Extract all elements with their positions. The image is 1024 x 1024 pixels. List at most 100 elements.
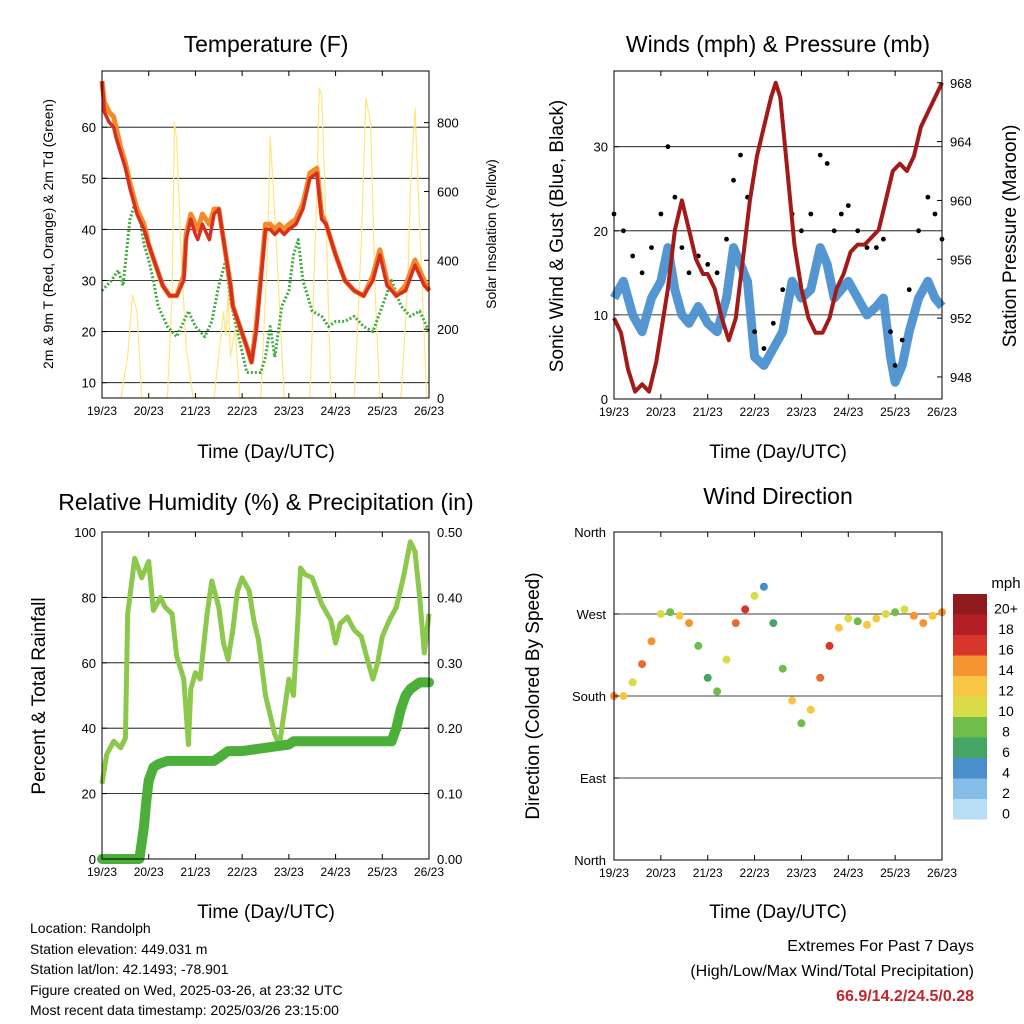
gust-point <box>845 203 851 209</box>
direction-point <box>722 655 731 664</box>
gust-point <box>906 287 912 293</box>
humidity-xtick-label: 19/23 <box>87 865 117 879</box>
gust-point <box>679 245 685 251</box>
humidity-xtick-label: 26/23 <box>414 865 444 879</box>
humidity-xtick-label: 24/23 <box>321 865 351 879</box>
winds-y2label: Station Pressure (Maroon) <box>1000 125 1021 348</box>
temperature-xtick-label: 19/23 <box>87 404 117 418</box>
winds-ylabel: Sonic Wind & Gust (Blue, Black) <box>547 100 568 372</box>
direction-point <box>900 605 909 614</box>
gust-point <box>752 329 757 335</box>
temperature-xlabel: Time (Day/UTC) <box>197 442 335 463</box>
temperature-series-temp2m <box>100 81 431 364</box>
gust-point <box>888 329 893 335</box>
direction-point <box>919 619 928 628</box>
direction-point <box>750 591 759 600</box>
temperature-y2-ytick-label: 800 <box>437 116 459 131</box>
temperature-title: Temperature (F) <box>184 31 349 57</box>
extremes-heading: Extremes For Past 7 Days <box>787 938 974 955</box>
figure-created: Figure created on Wed, 2025-03-26, at 23… <box>30 981 343 998</box>
temperature-ytick-label: 10 <box>82 376 96 391</box>
legend-swatch <box>953 635 987 656</box>
gust-point <box>665 144 671 150</box>
direction-point <box>694 641 703 650</box>
direction-point <box>619 692 628 700</box>
gust-point <box>738 152 743 158</box>
winds-xtick-label: 20/23 <box>646 405 676 419</box>
temperature-xtick-label: 22/23 <box>227 404 257 418</box>
gust-point <box>899 337 905 343</box>
gust-point <box>831 228 837 234</box>
extremes-values: 66.9/14.2/24.5/0.28 <box>836 988 974 1005</box>
humidity-y2-ytick-label: 0.50 <box>437 525 462 540</box>
temperature-xtick-label: 21/23 <box>180 404 210 418</box>
humidity-ytick-label: 80 <box>82 590 96 605</box>
direction-ytick-label: East <box>580 771 606 786</box>
direction-point <box>628 678 637 687</box>
direction-xtick-label: 22/23 <box>740 866 770 880</box>
legend-label: 18 <box>998 621 1014 637</box>
winds-y2-ytick-label: 956 <box>950 252 972 267</box>
winds-ytick-label: 30 <box>594 140 608 155</box>
gust-point <box>761 346 767 351</box>
temperature-y2-ytick-label: 200 <box>437 322 459 337</box>
humidity-series-precip <box>97 677 434 864</box>
humidity-y2-ytick-label: 0.30 <box>437 656 462 671</box>
temperature-ytick-label: 40 <box>82 222 96 237</box>
winds-xtick-label: 26/23 <box>927 405 957 419</box>
temperature-y2-ytick-label: 0 <box>437 391 444 406</box>
direction-xtick-label: 19/23 <box>599 866 629 880</box>
gust-point <box>881 236 886 242</box>
direction-point <box>825 641 834 650</box>
humidity-xtick-label: 25/23 <box>367 865 397 879</box>
direction-ytick-label: North <box>574 853 606 868</box>
gust-point <box>714 270 720 276</box>
gust-point <box>770 320 776 326</box>
direction-xtick-label: 25/23 <box>880 866 910 880</box>
temperature-ytick-label: 30 <box>82 273 96 288</box>
humidity-y2-ytick-label: 0.40 <box>437 590 462 605</box>
legend-label: 2 <box>1002 785 1010 801</box>
direction-point <box>759 582 768 591</box>
extremes-block: Extremes For Past 7 Days (High/Low/Max W… <box>690 934 974 1009</box>
legend-swatch <box>953 655 987 676</box>
direction-ytick-label: South <box>572 689 606 704</box>
direction-point <box>788 696 797 705</box>
temperature-series-dewpoint <box>100 202 431 374</box>
humidity-y2-ytick-label: 0.00 <box>437 852 462 867</box>
direction-point <box>909 611 918 620</box>
temperature-xtick-label: 24/23 <box>321 404 351 418</box>
legend-label: 6 <box>1002 744 1010 760</box>
direction-point <box>891 608 900 617</box>
gust-point <box>686 270 692 276</box>
winds-xtick-label: 22/23 <box>740 405 770 419</box>
direction-point <box>797 719 806 728</box>
direction-point <box>741 605 750 614</box>
humidity-xtick-label: 23/23 <box>274 865 304 879</box>
direction-point <box>806 705 815 714</box>
legend-label: 14 <box>998 662 1014 678</box>
direction-point <box>844 614 853 623</box>
gust-point <box>824 161 830 166</box>
winds-y2-ytick-label: 948 <box>950 370 972 385</box>
direction-point <box>816 673 825 682</box>
gust-point <box>658 211 664 217</box>
humidity-frame <box>101 531 430 860</box>
legend-swatch <box>953 614 987 635</box>
temperature-ytick-label: 20 <box>82 325 96 340</box>
temperature-ylabel: 2m & 9m T (Red, Orange) & 2m Td (Green) <box>40 99 56 369</box>
winds-title: Winds (mph) & Pressure (mb) <box>626 31 930 57</box>
temperature-xtick-label: 25/23 <box>367 404 397 418</box>
direction-point <box>731 619 740 628</box>
legend-swatch <box>953 696 987 717</box>
temperature-panel: Temperature (F) 10 20 30 40 50 60 0 200 400 600 8… <box>40 31 499 463</box>
legend-swatch <box>953 737 987 758</box>
gust-point <box>874 245 879 251</box>
direction-ylabel: Direction (Colored By Speed) <box>523 572 544 819</box>
gust-point <box>932 211 938 217</box>
legend-label: 10 <box>998 703 1014 719</box>
temperature-y2-ytick-label: 600 <box>437 184 459 199</box>
winds-xtick-label: 21/23 <box>693 405 723 419</box>
temperature-y2label: Solar Insolation (Yellow) <box>483 159 499 309</box>
